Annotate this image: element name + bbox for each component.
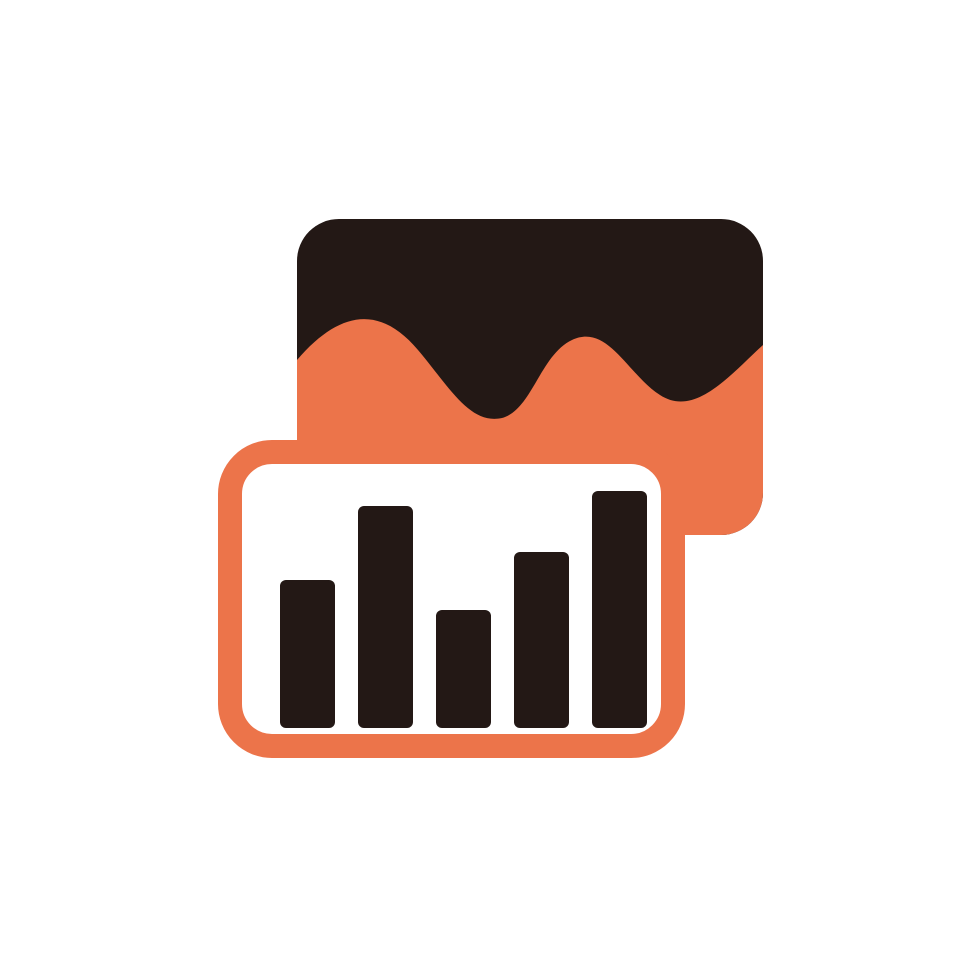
bar-2 — [358, 506, 413, 728]
analytics-icon-svg — [0, 0, 980, 980]
bar-5 — [592, 491, 647, 728]
bar-3 — [436, 610, 491, 728]
bar-1 — [280, 580, 335, 728]
bar-4 — [514, 552, 569, 728]
analytics-icon — [0, 0, 980, 980]
